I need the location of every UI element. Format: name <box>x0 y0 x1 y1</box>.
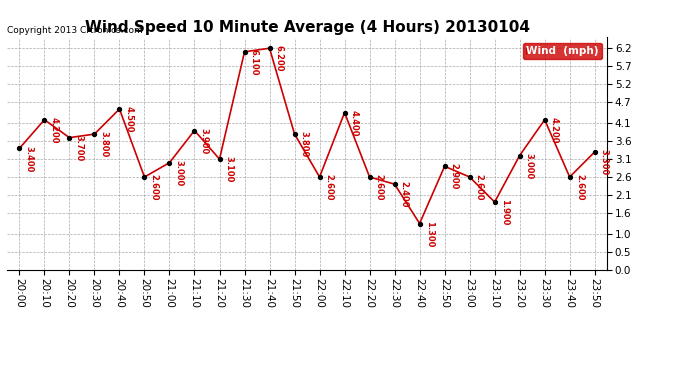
Text: 3.300: 3.300 <box>600 149 609 176</box>
Point <box>89 131 100 137</box>
Text: 6.200: 6.200 <box>275 45 284 72</box>
Text: 3.100: 3.100 <box>225 156 234 183</box>
Point <box>314 174 325 180</box>
Point <box>489 199 500 205</box>
Point <box>364 174 375 180</box>
Point <box>164 160 175 166</box>
Text: 1.300: 1.300 <box>425 221 434 247</box>
Text: Copyright 2013 Crtronics.com: Copyright 2013 Crtronics.com <box>7 26 143 35</box>
Point <box>514 153 525 159</box>
Text: 4.200: 4.200 <box>50 117 59 144</box>
Point <box>539 117 550 123</box>
Text: 2.900: 2.900 <box>450 164 459 190</box>
Point <box>114 106 125 112</box>
Point <box>264 45 275 51</box>
Text: 4.200: 4.200 <box>550 117 559 144</box>
Point <box>139 174 150 180</box>
Text: 2.600: 2.600 <box>375 174 384 201</box>
Legend: Wind  (mph): Wind (mph) <box>523 43 602 59</box>
Text: 3.800: 3.800 <box>299 131 308 158</box>
Text: 2.600: 2.600 <box>325 174 334 201</box>
Point <box>39 117 50 123</box>
Text: 2.400: 2.400 <box>400 182 408 208</box>
Point <box>14 146 25 152</box>
Point <box>339 110 350 116</box>
Point <box>564 174 575 180</box>
Text: 3.000: 3.000 <box>175 160 184 186</box>
Title: Wind Speed 10 Minute Average (4 Hours) 20130104: Wind Speed 10 Minute Average (4 Hours) 2… <box>85 20 529 35</box>
Text: 2.600: 2.600 <box>475 174 484 201</box>
Point <box>389 181 400 187</box>
Text: 2.600: 2.600 <box>150 174 159 201</box>
Text: 2.600: 2.600 <box>575 174 584 201</box>
Text: 3.900: 3.900 <box>199 128 208 154</box>
Point <box>414 220 425 226</box>
Point <box>589 149 600 155</box>
Text: 6.100: 6.100 <box>250 49 259 75</box>
Text: 3.700: 3.700 <box>75 135 83 161</box>
Text: 1.900: 1.900 <box>500 199 509 226</box>
Point <box>439 163 450 169</box>
Point <box>214 156 225 162</box>
Point <box>64 135 75 141</box>
Text: 3.800: 3.800 <box>99 131 108 158</box>
Point <box>464 174 475 180</box>
Text: 3.000: 3.000 <box>525 153 534 179</box>
Point <box>239 49 250 55</box>
Text: 4.500: 4.500 <box>125 106 134 133</box>
Text: 4.400: 4.400 <box>350 110 359 136</box>
Point <box>289 131 300 137</box>
Point <box>189 128 200 134</box>
Text: 3.400: 3.400 <box>25 146 34 172</box>
